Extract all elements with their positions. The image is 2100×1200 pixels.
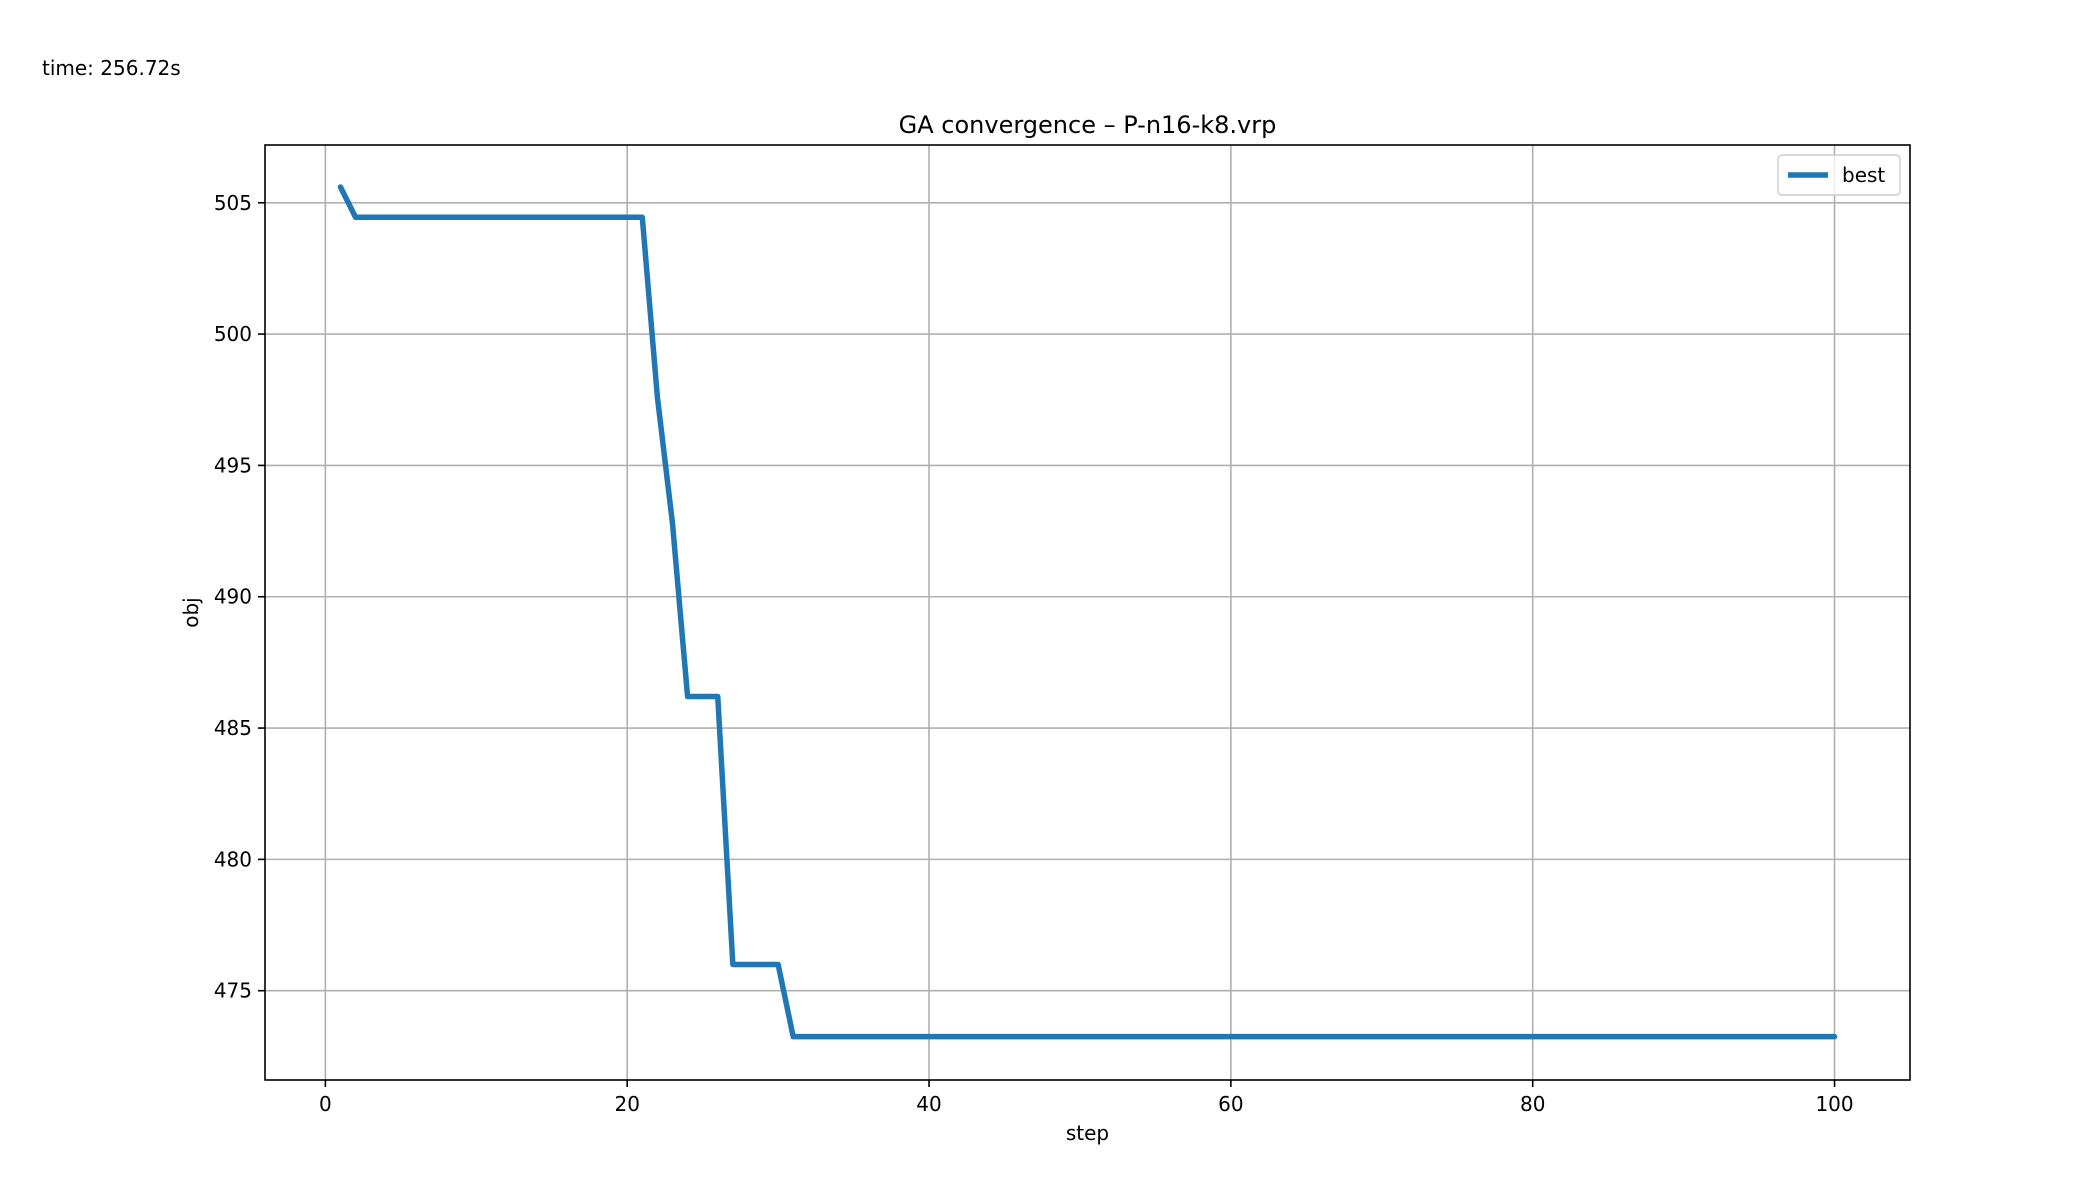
plot-frame: [264, 144, 1911, 1081]
y-tick-label: 495: [214, 453, 252, 477]
y-tick-label: 485: [214, 716, 252, 740]
x-tick-label: 0: [319, 1092, 332, 1116]
grid-layer: [265, 145, 1910, 1080]
y-tick-label: 480: [214, 847, 252, 871]
y-tick-label: 475: [214, 979, 252, 1003]
y-tick-label: 505: [214, 191, 252, 215]
legend: best: [1777, 154, 1901, 196]
y-axis-label: obj: [179, 597, 203, 628]
series-layer: [337, 184, 1838, 1040]
legend-label-best: best: [1842, 163, 1885, 187]
x-tick-label: 40: [916, 1092, 941, 1116]
y-tick-label: 490: [214, 585, 252, 609]
x-axis-label: step: [1066, 1121, 1109, 1145]
y-tick-label: 500: [214, 322, 252, 346]
series-line-best: [337, 184, 1838, 1040]
ticks-layer: 0 20 40 60 80 100 475 480 485 490 495 500 505: [214, 191, 1854, 1116]
x-tick-label: 20: [614, 1092, 639, 1116]
legend-box: [1777, 154, 1901, 196]
x-tick-label: 60: [1218, 1092, 1243, 1116]
x-tick-label: 100: [1815, 1092, 1853, 1116]
x-tick-label: 80: [1520, 1092, 1545, 1116]
chart-title: GA convergence – P-n16-k8.vrp: [899, 111, 1277, 139]
time-label: time: 256.72s: [42, 56, 181, 80]
